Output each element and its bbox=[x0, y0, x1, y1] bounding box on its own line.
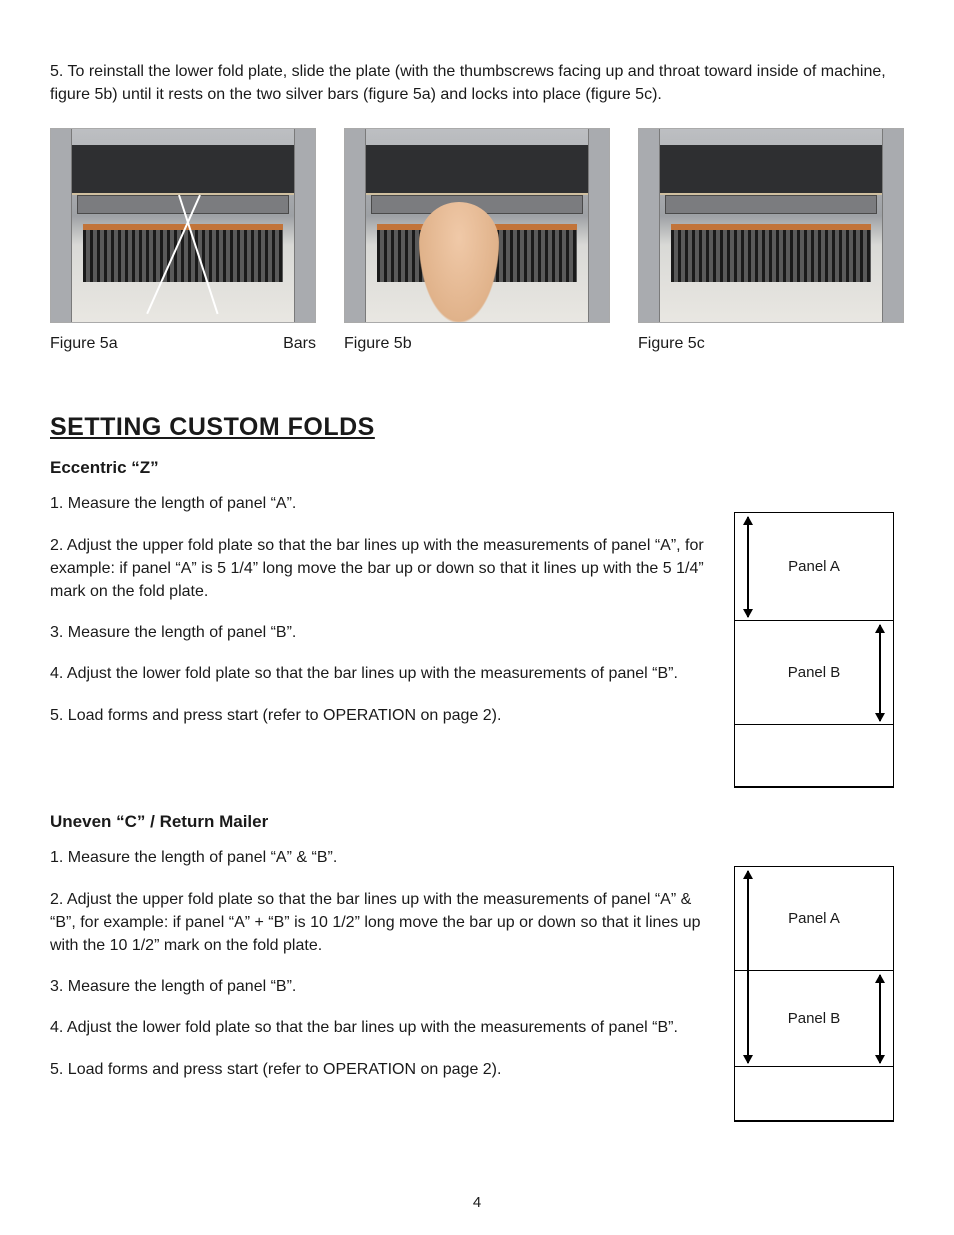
diagram-panel: Panel B bbox=[735, 971, 893, 1067]
eccentric-step-1: 1. Measure the length of panel “A”. bbox=[50, 492, 704, 515]
uneven-step-1: 1. Measure the length of panel “A” & “B”… bbox=[50, 846, 704, 869]
uneven-step-3: 3. Measure the length of panel “B”. bbox=[50, 975, 704, 998]
dimension-arrow-icon bbox=[747, 871, 749, 1063]
intro-paragraph: 5. To reinstall the lower fold plate, sl… bbox=[50, 60, 904, 106]
uneven-c-steps: 1. Measure the length of panel “A” & “B”… bbox=[50, 846, 704, 1122]
section-title: SETTING CUSTOM FOLDS bbox=[50, 413, 904, 442]
figure-5c-caption: Figure 5c bbox=[638, 335, 705, 353]
figure-5b bbox=[344, 128, 610, 323]
hand-icon bbox=[419, 202, 499, 322]
eccentric-z-diagram: Panel APanel B bbox=[734, 512, 894, 788]
diagram-panel: Panel B bbox=[735, 621, 893, 725]
figure-captions: Figure 5a Bars Figure 5b Figure 5c bbox=[50, 335, 904, 353]
figure-5c-photo bbox=[638, 128, 904, 323]
uneven-c-diagram: Panel APanel B bbox=[734, 866, 894, 1122]
diagram-panel bbox=[735, 1067, 893, 1121]
figure-5a bbox=[50, 128, 316, 323]
uneven-c-heading: Uneven “C” / Return Mailer bbox=[50, 812, 904, 832]
uneven-step-5: 5. Load forms and press start (refer to … bbox=[50, 1058, 704, 1081]
eccentric-step-4: 4. Adjust the lower fold plate so that t… bbox=[50, 662, 704, 685]
page-number: 4 bbox=[0, 1194, 954, 1211]
dimension-arrow-icon bbox=[747, 517, 749, 617]
eccentric-step-3: 3. Measure the length of panel “B”. bbox=[50, 621, 704, 644]
diagram-panel bbox=[735, 725, 893, 787]
figure-5b-photo bbox=[344, 128, 610, 323]
figure-5c bbox=[638, 128, 904, 323]
uneven-c-section: 1. Measure the length of panel “A” & “B”… bbox=[50, 846, 904, 1122]
uneven-step-2: 2. Adjust the upper fold plate so that t… bbox=[50, 888, 704, 958]
eccentric-z-steps: 1. Measure the length of panel “A”. 2. A… bbox=[50, 492, 704, 788]
figure-5b-caption: Figure 5b bbox=[344, 335, 412, 353]
eccentric-z-heading: Eccentric “Z” bbox=[50, 458, 904, 478]
eccentric-step-5: 5. Load forms and press start (refer to … bbox=[50, 704, 704, 727]
figure-5a-caption: Figure 5a bbox=[50, 335, 118, 353]
eccentric-z-section: 1. Measure the length of panel “A”. 2. A… bbox=[50, 492, 904, 788]
figures-row bbox=[50, 128, 904, 323]
dimension-arrow-icon bbox=[879, 625, 881, 721]
figure-5a-annotation: Bars bbox=[283, 335, 316, 353]
eccentric-step-2: 2. Adjust the upper fold plate so that t… bbox=[50, 534, 704, 604]
diagram-panel: Panel A bbox=[735, 513, 893, 621]
diagram-panel: Panel A bbox=[735, 867, 893, 971]
uneven-step-4: 4. Adjust the lower fold plate so that t… bbox=[50, 1016, 704, 1039]
dimension-arrow-icon bbox=[879, 975, 881, 1063]
figure-5a-photo bbox=[50, 128, 316, 323]
